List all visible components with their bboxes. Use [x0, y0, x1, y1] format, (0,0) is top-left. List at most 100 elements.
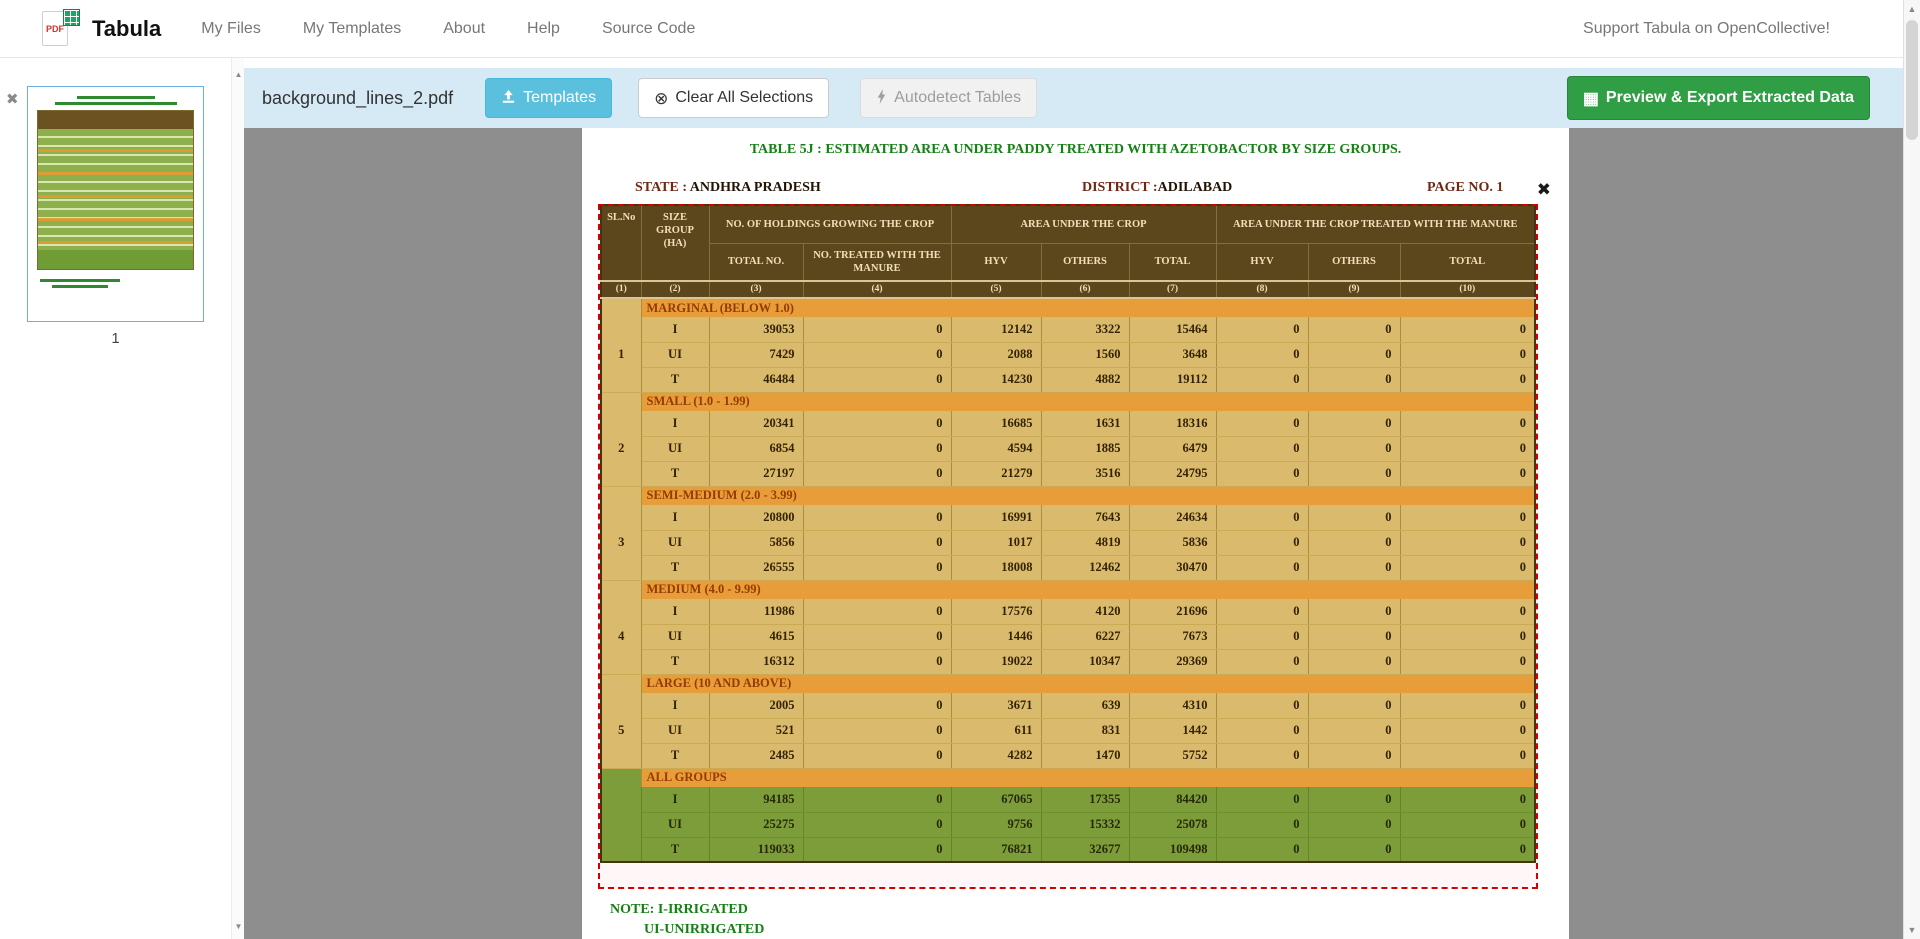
value-cell: 15332	[1040, 812, 1130, 838]
rowtype-cell: T	[640, 367, 710, 393]
value-cell: 0	[802, 317, 952, 343]
value-cell: 17576	[950, 599, 1042, 625]
rowtype-cell: I	[640, 317, 710, 343]
nav-item-about[interactable]: About	[443, 19, 486, 37]
value-cell: 12142	[950, 317, 1042, 343]
scrollbar-thumb[interactable]	[1906, 20, 1918, 140]
support-link[interactable]: Support Tabula on OpenCollective!	[1583, 19, 1830, 37]
thumb-note-line	[52, 285, 108, 288]
table-row: I 94185 0 67065 17355 84420 0 0 0	[600, 787, 1536, 863]
value-cell: 0	[1399, 530, 1536, 556]
value-cell: 67065	[950, 787, 1042, 813]
value-cell: 0	[1399, 718, 1536, 744]
nav-item-help[interactable]: Help	[527, 19, 560, 37]
table-cell	[600, 674, 642, 693]
table-row: T 46484 0 14230 4882 19112 0 0 0	[601, 367, 1536, 393]
pages-sidebar: ✖ 1 ▲ ▼	[0, 58, 244, 939]
value-cell: 4120	[1040, 599, 1130, 625]
value-cell: 0	[1215, 787, 1309, 813]
table-row: UI 6854 0 4594 1885 6479 0 0 0	[601, 436, 1536, 462]
value-cell: 0	[802, 649, 952, 675]
rowtype-cell: UI	[640, 624, 710, 650]
value-cell: 0	[1307, 436, 1401, 462]
rowtype-cell: UI	[640, 436, 710, 462]
value-cell: 3322	[1040, 317, 1130, 343]
templates-button[interactable]: Templates	[485, 78, 613, 118]
value-cell: 4310	[1128, 693, 1217, 719]
col-number: (10)	[1399, 280, 1536, 299]
value-cell: 109498	[1128, 837, 1217, 863]
value-cell: 6479	[1128, 436, 1217, 462]
value-cell: 0	[1215, 530, 1309, 556]
clear-selections-button[interactable]: ⊗ Clear All Selections	[638, 78, 830, 118]
group-band-row: LARGE (10 AND ABOVE)	[600, 674, 1536, 693]
nav-item-my-templates[interactable]: My Templates	[302, 19, 402, 37]
thumb-title-line	[76, 96, 155, 99]
scroll-down-icon[interactable]: ▼	[234, 922, 243, 931]
value-cell: 25078	[1128, 812, 1217, 838]
brand-area[interactable]: PDF Tabula	[40, 8, 161, 50]
value-cell: 0	[1215, 342, 1309, 368]
value-cell: 0	[1399, 743, 1536, 769]
value-cell: 4594	[950, 436, 1042, 462]
group-band-row: MEDIUM (4.0 - 9.99)	[600, 580, 1536, 599]
value-cell: 94185	[708, 787, 804, 813]
value-cell: 0	[1307, 555, 1401, 581]
value-cell: 0	[1215, 837, 1309, 863]
value-cell: 0	[1307, 718, 1401, 744]
group-label: SMALL (1.0 - 1.99)	[640, 392, 1536, 411]
value-cell: 18316	[1128, 411, 1217, 437]
value-cell: 0	[802, 718, 952, 744]
slno-cell: 5	[600, 693, 642, 769]
group-band-row: SEMI-MEDIUM (2.0 - 3.99)	[600, 486, 1536, 505]
value-cell: 0	[1399, 693, 1536, 719]
remove-page-button[interactable]: ✖	[6, 91, 19, 108]
col-number: (3)	[708, 280, 804, 299]
value-cell: 32677	[1040, 837, 1130, 863]
value-cell: 76821	[950, 837, 1042, 863]
value-cell: 6227	[1040, 624, 1130, 650]
page-number-label: 1	[111, 330, 120, 347]
value-cell: 0	[1215, 505, 1309, 531]
value-cell: 25275	[708, 812, 804, 838]
preview-export-button[interactable]: ▦ Preview & Export Extracted Data	[1566, 76, 1870, 120]
sidebar-scrollbar[interactable]: ▲ ▼	[231, 58, 244, 939]
rowtype-cell: I	[640, 411, 710, 437]
autodetect-tables-button[interactable]: Autodetect Tables	[860, 78, 1038, 118]
selection-overlay[interactable]: ✖	[598, 180, 1551, 889]
value-cell: 0	[1307, 837, 1401, 863]
nav-item-source-code[interactable]: Source Code	[601, 19, 696, 37]
col-header: NO. OF HOLDINGS GROWING THE CROP	[708, 204, 952, 244]
col-subheader: NO. TREATED WITH THE MANURE	[802, 242, 952, 282]
selection-close-icon[interactable]: ✖	[1536, 180, 1551, 200]
value-cell: 0	[1307, 411, 1401, 437]
scroll-up-icon[interactable]: ▲	[1907, 4, 1917, 14]
value-cell: 0	[1307, 599, 1401, 625]
value-cell: 1885	[1040, 436, 1130, 462]
nav-item-my-files[interactable]: My Files	[201, 19, 261, 37]
value-cell: 521	[708, 718, 804, 744]
value-cell: 0	[1399, 436, 1536, 462]
district-heading: DISTRICT :ADILABAD	[1082, 180, 1233, 195]
col-number: (5)	[950, 280, 1042, 299]
value-cell: 29369	[1128, 649, 1217, 675]
value-cell: 18008	[950, 555, 1042, 581]
table-row: UI 5856 0 1017 4819 5836 0 0 0	[601, 530, 1536, 556]
value-cell: 16685	[950, 411, 1042, 437]
value-cell: 0	[1307, 693, 1401, 719]
document-viewport[interactable]: TABLE 5J : ESTIMATED AREA UNDER PADDY TR…	[244, 128, 1920, 939]
page-scrollbar[interactable]: ▲ ▼	[1903, 0, 1920, 939]
scroll-down-icon[interactable]: ▼	[1907, 925, 1917, 935]
group-label: SEMI-MEDIUM (2.0 - 3.99)	[640, 486, 1536, 505]
value-cell: 0	[802, 530, 952, 556]
value-cell: 4615	[708, 624, 804, 650]
scroll-up-icon[interactable]: ▲	[234, 70, 243, 79]
value-cell: 0	[1215, 317, 1309, 343]
value-cell: 17355	[1040, 787, 1130, 813]
page-thumbnail[interactable]	[27, 86, 204, 322]
value-cell: 3671	[950, 693, 1042, 719]
value-cell: 11986	[708, 599, 804, 625]
value-cell: 0	[1215, 743, 1309, 769]
value-cell: 0	[802, 342, 952, 368]
value-cell: 0	[1307, 317, 1401, 343]
